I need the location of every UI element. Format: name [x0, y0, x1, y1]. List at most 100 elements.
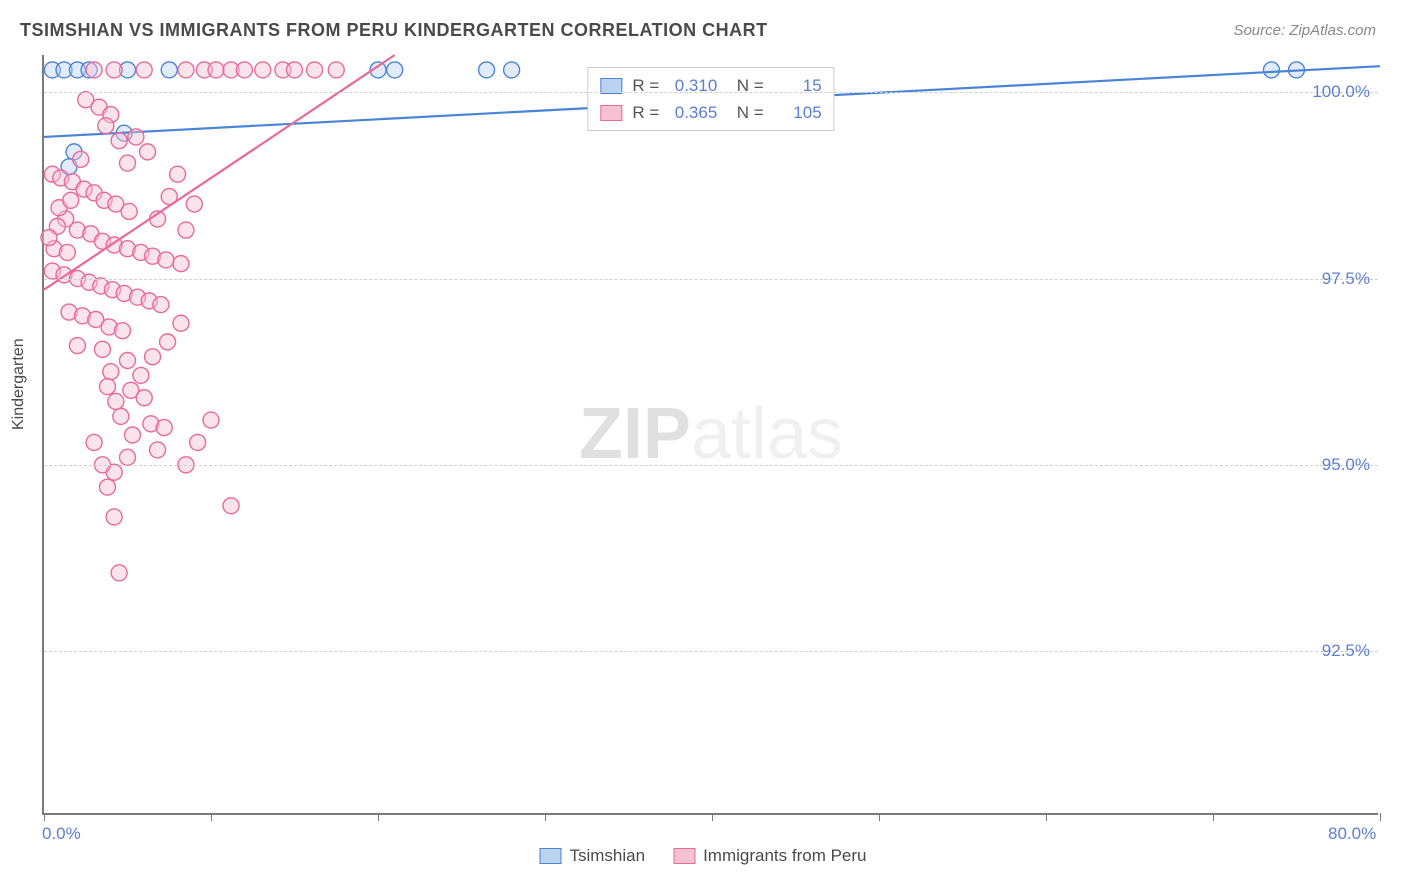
scatter-point: [170, 166, 186, 182]
bottom-legend-item: Immigrants from Peru: [673, 846, 866, 866]
legend-swatch: [600, 105, 622, 121]
bottom-legend-label: Immigrants from Peru: [703, 846, 866, 866]
scatter-point: [108, 393, 124, 409]
scatter-point: [156, 420, 172, 436]
scatter-point: [98, 118, 114, 134]
scatter-point: [113, 408, 129, 424]
scatter-point: [255, 62, 271, 78]
scatter-point: [203, 412, 219, 428]
stats-r-value: 0.310: [669, 72, 717, 99]
scatter-point: [106, 62, 122, 78]
scatter-point: [120, 155, 136, 171]
xtick: [879, 813, 880, 821]
scatter-point: [161, 62, 177, 78]
stats-legend: R = 0.310 N = 15 R = 0.365 N = 105: [587, 67, 834, 131]
scatter-point: [73, 151, 89, 167]
legend-swatch: [673, 848, 695, 864]
scatter-point: [120, 352, 136, 368]
scatter-point: [153, 297, 169, 313]
scatter-point: [86, 62, 102, 78]
scatter-point: [59, 244, 75, 260]
xtick: [1213, 813, 1214, 821]
gridline: [44, 279, 1378, 280]
scatter-point: [94, 341, 110, 357]
xtick-label: 0.0%: [42, 824, 81, 844]
xtick: [1380, 813, 1381, 821]
scatter-point: [111, 133, 127, 149]
chart-svg: [44, 55, 1378, 813]
scatter-point: [307, 62, 323, 78]
scatter-point: [145, 349, 161, 365]
scatter-point: [125, 427, 141, 443]
xtick-label: 80.0%: [1328, 824, 1376, 844]
gridline: [44, 92, 1378, 93]
scatter-point: [150, 442, 166, 458]
bottom-legend: Tsimshian Immigrants from Peru: [539, 846, 866, 866]
xtick: [545, 813, 546, 821]
chart-title: TSIMSHIAN VS IMMIGRANTS FROM PERU KINDER…: [20, 20, 768, 41]
scatter-point: [136, 62, 152, 78]
stats-r-label: R =: [632, 72, 659, 99]
scatter-point: [1263, 62, 1279, 78]
stats-legend-row: R = 0.310 N = 15: [600, 72, 821, 99]
ytick-label: 97.5%: [1322, 269, 1370, 289]
gridline: [44, 465, 1378, 466]
xtick: [1046, 813, 1047, 821]
scatter-point: [69, 338, 85, 354]
scatter-point: [208, 62, 224, 78]
legend-swatch: [600, 78, 622, 94]
bottom-legend-item: Tsimshian: [539, 846, 645, 866]
scatter-point: [133, 367, 149, 383]
stats-n-label: N =: [727, 72, 763, 99]
scatter-point: [106, 509, 122, 525]
scatter-point: [328, 62, 344, 78]
scatter-point: [114, 323, 130, 339]
scatter-point: [190, 434, 206, 450]
gridline: [44, 651, 1378, 652]
ytick-label: 95.0%: [1322, 455, 1370, 475]
scatter-point: [173, 315, 189, 331]
scatter-point: [111, 565, 127, 581]
scatter-point: [186, 196, 202, 212]
scatter-point: [86, 434, 102, 450]
scatter-point: [504, 62, 520, 78]
scatter-point: [121, 203, 137, 219]
scatter-point: [178, 62, 194, 78]
stats-r-value: 0.365: [669, 99, 717, 126]
xtick: [712, 813, 713, 821]
scatter-point: [160, 334, 176, 350]
stats-n-value: 105: [774, 99, 822, 126]
scatter-point: [178, 222, 194, 238]
scatter-point: [120, 449, 136, 465]
scatter-point: [140, 144, 156, 160]
chart-plot-area: ZIPatlas R =0.310 N =15R =0.365 N =105 9…: [42, 55, 1378, 815]
scatter-point: [103, 364, 119, 380]
ytick-label: 92.5%: [1322, 641, 1370, 661]
stats-n-label: N =: [727, 99, 763, 126]
scatter-point: [236, 62, 252, 78]
bottom-legend-label: Tsimshian: [569, 846, 645, 866]
scatter-point: [287, 62, 303, 78]
trend-line: [44, 55, 395, 290]
xtick: [44, 813, 45, 821]
scatter-point: [158, 252, 174, 268]
y-axis-label: Kindergarten: [10, 338, 28, 430]
ytick-label: 100.0%: [1312, 82, 1370, 102]
xtick: [211, 813, 212, 821]
scatter-point: [128, 129, 144, 145]
legend-swatch: [539, 848, 561, 864]
stats-n-value: 15: [774, 72, 822, 99]
scatter-point: [136, 390, 152, 406]
stats-legend-row: R = 0.365 N = 105: [600, 99, 821, 126]
scatter-point: [41, 230, 57, 246]
scatter-point: [63, 192, 79, 208]
scatter-point: [223, 498, 239, 514]
scatter-point: [173, 256, 189, 272]
xtick: [378, 813, 379, 821]
scatter-point: [479, 62, 495, 78]
source-attribution: Source: ZipAtlas.com: [1233, 22, 1376, 39]
scatter-point: [99, 479, 115, 495]
stats-r-label: R =: [632, 99, 659, 126]
scatter-point: [99, 379, 115, 395]
scatter-point: [387, 62, 403, 78]
